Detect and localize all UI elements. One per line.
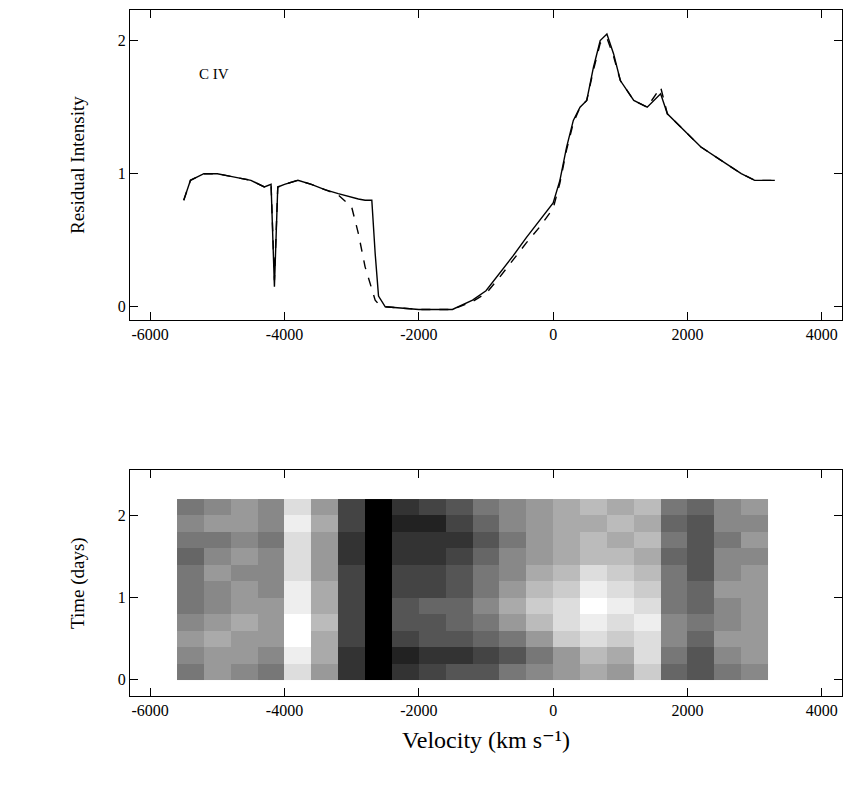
svg-text:-4000: -4000: [266, 326, 303, 343]
svg-text:-2000: -2000: [400, 702, 437, 719]
svg-text:2: 2: [118, 507, 126, 524]
svg-text:1: 1: [118, 589, 126, 606]
svg-text:Residual Intensity: Residual Intensity: [67, 96, 88, 234]
svg-text:Velocity (km s⁻¹): Velocity (km s⁻¹): [402, 727, 570, 753]
svg-text:-2000: -2000: [400, 326, 437, 343]
svg-text:4000: 4000: [806, 326, 838, 343]
svg-text:1: 1: [118, 165, 126, 182]
svg-text:4000: 4000: [806, 702, 838, 719]
svg-text:2000: 2000: [672, 702, 704, 719]
svg-text:0: 0: [118, 298, 126, 315]
svg-text:-6000: -6000: [131, 702, 168, 719]
svg-text:2000: 2000: [672, 326, 704, 343]
svg-text:C IV: C IV: [199, 66, 229, 82]
svg-text:2: 2: [118, 32, 126, 49]
svg-text:-4000: -4000: [266, 702, 303, 719]
svg-text:0: 0: [549, 326, 557, 343]
svg-text:0: 0: [118, 671, 126, 688]
svg-text:-6000: -6000: [131, 326, 168, 343]
svg-text:0: 0: [549, 702, 557, 719]
svg-text:Time (days): Time (days): [67, 537, 89, 629]
